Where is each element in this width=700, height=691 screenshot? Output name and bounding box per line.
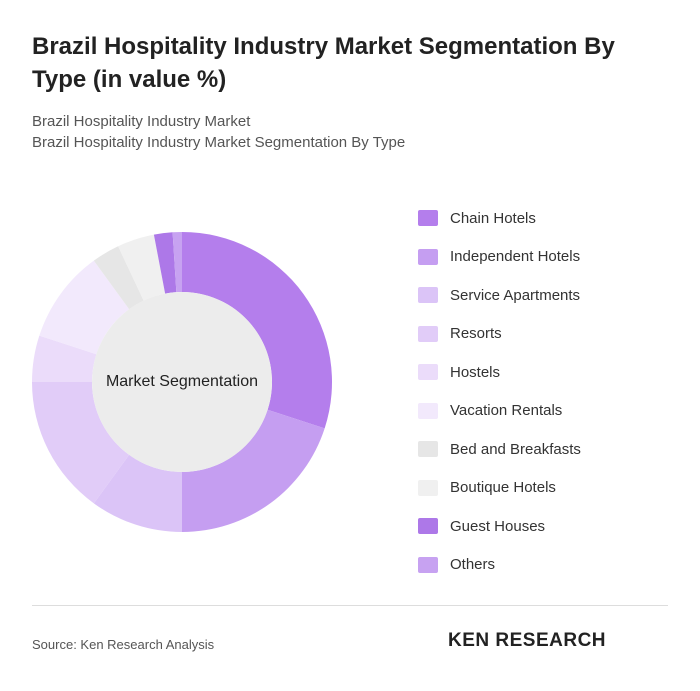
donut-segment bbox=[182, 409, 325, 532]
donut-segment bbox=[118, 234, 166, 301]
source: Source: Ken Research Analysis bbox=[32, 637, 215, 652]
legend-label: Vacation Rentals bbox=[450, 402, 563, 420]
legend-label: Others bbox=[450, 556, 496, 574]
donut-segment bbox=[39, 260, 130, 355]
legend-swatch bbox=[418, 556, 438, 573]
donut-segment bbox=[93, 246, 144, 310]
legend-item: Service Apartments bbox=[418, 276, 581, 315]
legend-item: Vacation Rentals bbox=[418, 392, 581, 431]
legend-swatch bbox=[418, 518, 438, 535]
donut-segment bbox=[32, 382, 130, 504]
legend-item: Guest Houses bbox=[418, 507, 581, 546]
logo: KEN RESEARCH bbox=[448, 630, 607, 651]
legend-item: Bed and Breakfasts bbox=[418, 430, 581, 469]
title: Brazil Hospitality Industry Market Segme… bbox=[32, 33, 615, 93]
subtitle: Brazil Hospitality Industry Market bbox=[32, 113, 251, 130]
legend-item: Boutique Hotels bbox=[418, 469, 581, 508]
legend-item: Chain Hotels bbox=[418, 199, 581, 238]
legend-label: Hostels bbox=[450, 363, 501, 381]
legend-swatch bbox=[418, 441, 438, 458]
legend-label: Chain Hotels bbox=[450, 209, 536, 227]
legend-item: Independent Hotels bbox=[418, 238, 581, 277]
legend-swatch bbox=[418, 402, 438, 419]
divider bbox=[32, 605, 668, 606]
legend-item: Resorts bbox=[418, 315, 581, 354]
donut-segment bbox=[153, 232, 177, 294]
chart: Market Segmentation bbox=[32, 232, 332, 532]
legend-label: Guest Houses bbox=[450, 517, 546, 535]
subtitle: Brazil Hospitality Industry Market Segme… bbox=[32, 134, 406, 151]
center-label: Market Segmentation bbox=[106, 373, 258, 390]
legend-swatch bbox=[418, 210, 438, 227]
legend-swatch bbox=[418, 325, 438, 342]
legend-label: Service Apartments bbox=[450, 286, 581, 304]
donut-hole bbox=[92, 292, 272, 472]
legend-label: Resorts bbox=[450, 325, 502, 343]
legend-item: Hostels bbox=[418, 353, 581, 392]
legend-swatch bbox=[418, 248, 438, 265]
legend-swatch bbox=[418, 287, 438, 304]
donut-segment bbox=[172, 232, 182, 293]
legend-label: Boutique Hotels bbox=[450, 479, 556, 497]
donut-segment bbox=[93, 454, 182, 532]
legend-label: Bed and Breakfasts bbox=[450, 440, 581, 458]
legend-swatch bbox=[418, 364, 438, 381]
legend-label: Independent Hotels bbox=[450, 248, 581, 266]
legend: Chain Hotels Independent Hotels Service Ap… bbox=[418, 199, 581, 584]
legend-swatch bbox=[418, 479, 438, 496]
donut-segment bbox=[182, 232, 332, 429]
donut-segment bbox=[32, 335, 97, 382]
legend-item: Others bbox=[418, 546, 581, 585]
